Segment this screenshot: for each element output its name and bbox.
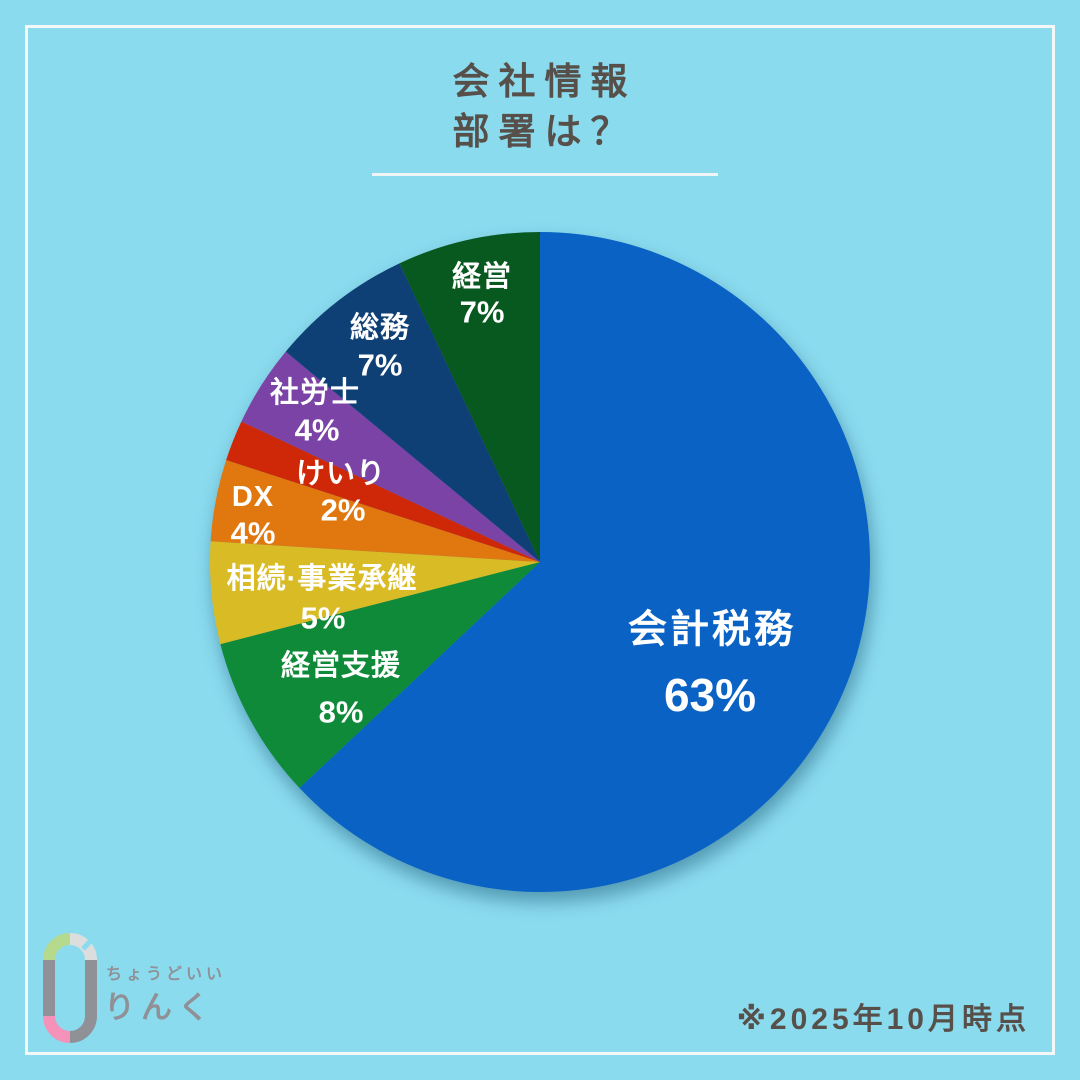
logo-text-small: ちょうどいい bbox=[106, 966, 227, 983]
logo-ring-green-arc bbox=[43, 933, 71, 961]
pie-slice-sharoushi bbox=[241, 351, 540, 562]
slice-pct-keiei-shien: 8% bbox=[319, 695, 364, 730]
slice-label-soumu: 総務 bbox=[350, 311, 410, 344]
logo-ring-bottom-right bbox=[69, 960, 97, 1043]
slice-pct-soumu: 7% bbox=[358, 348, 403, 383]
logo-text-large: りんく bbox=[104, 990, 215, 1025]
page-title: 会社情報 部署は？ bbox=[0, 57, 1080, 157]
slice-pct-dx: 4% bbox=[231, 516, 276, 551]
pie-slice-kaikei-zeimu bbox=[299, 232, 871, 893]
slice-label-kaikei-zeimu: 会計税務 bbox=[628, 609, 796, 652]
slice-pct-keiei: 7% bbox=[460, 295, 505, 330]
logo-ring-pink-arc bbox=[43, 1015, 71, 1043]
page-title-line2: 部署は？ bbox=[452, 111, 637, 152]
title-underline bbox=[372, 173, 718, 176]
slice-pct-sharoushi: 4% bbox=[295, 413, 340, 448]
slice-pct-keiri: 2% bbox=[321, 493, 366, 528]
slice-label-keiei: 経営 bbox=[452, 259, 512, 293]
logo-ring-notch bbox=[81, 933, 98, 951]
pie-slice-keiei-shien bbox=[220, 562, 540, 788]
page-title-line1: 会社情報 bbox=[452, 61, 637, 102]
slice-label-souzoku-jigyoushoukei: 相続·事業承継 bbox=[227, 561, 418, 595]
pie-slice-keiei bbox=[399, 232, 540, 562]
slice-pct-kaikei-zeimu: 63% bbox=[664, 669, 756, 721]
logo-mark bbox=[43, 933, 98, 1043]
slice-label-dx: DX bbox=[232, 481, 274, 513]
pie-slice-keiri bbox=[226, 421, 540, 562]
slice-pct-souzoku-jigyoushoukei: 5% bbox=[301, 601, 346, 636]
pie-slice-soumu bbox=[285, 263, 540, 562]
date-note: ※2025年10月時点 bbox=[736, 1003, 1030, 1036]
pie-slice-dx bbox=[210, 460, 540, 562]
slice-label-sharoushi: 社労士 bbox=[270, 376, 360, 409]
pie-labels-group: 会計税務63%経営支援8%相続·事業承継5%DX4%けいり2%社労士4%総務7%… bbox=[227, 259, 796, 730]
pie-slices-group bbox=[209, 232, 871, 893]
slice-label-keiei-shien: 経営支援 bbox=[281, 648, 401, 682]
slice-label-keiri: けいり bbox=[296, 458, 386, 490]
pie-slice-souzoku-jigyoushoukei bbox=[209, 541, 540, 645]
